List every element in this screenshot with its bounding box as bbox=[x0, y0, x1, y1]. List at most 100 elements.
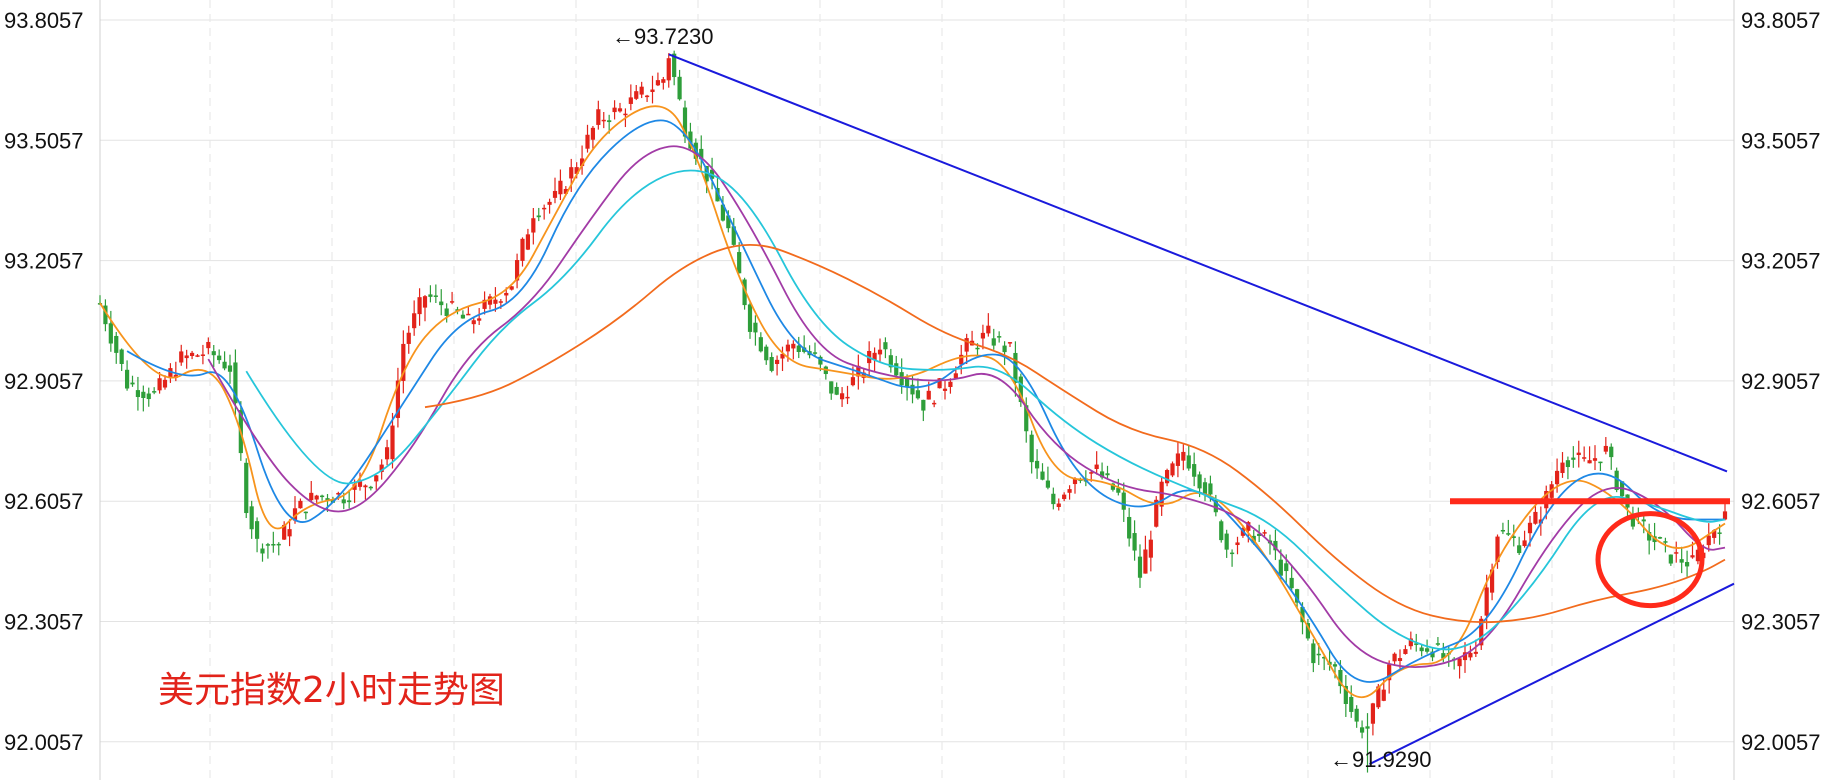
candle-down bbox=[130, 382, 135, 385]
candle-down bbox=[720, 204, 726, 221]
candle-up bbox=[639, 86, 644, 95]
candle-up bbox=[948, 381, 953, 388]
candle-down bbox=[1018, 376, 1023, 403]
candle-down bbox=[1641, 519, 1646, 522]
candle-up bbox=[514, 260, 520, 281]
candle-up bbox=[357, 481, 363, 487]
y-tick-label-right: 92.9057 bbox=[1741, 369, 1821, 394]
y-tick-label-right: 93.8057 bbox=[1741, 8, 1821, 33]
candle-down bbox=[812, 352, 818, 354]
candle-down bbox=[444, 308, 449, 316]
candle-up bbox=[1381, 689, 1386, 701]
candle-up bbox=[1587, 460, 1592, 464]
candle-down bbox=[1024, 405, 1029, 432]
candle-down bbox=[1332, 664, 1338, 667]
candle-up bbox=[791, 343, 796, 349]
candle-up bbox=[959, 354, 964, 365]
candle-up bbox=[1695, 549, 1701, 562]
candle-up bbox=[162, 379, 168, 388]
candle-down bbox=[1614, 470, 1619, 491]
candle-down bbox=[1034, 460, 1040, 469]
candle-up bbox=[964, 338, 969, 352]
candle-up bbox=[547, 201, 552, 205]
candle-down bbox=[758, 337, 763, 352]
candle-down bbox=[135, 390, 141, 398]
candle-down bbox=[460, 314, 466, 319]
candle-down bbox=[1506, 533, 1511, 535]
candle-down bbox=[747, 304, 753, 332]
candle-up bbox=[628, 97, 633, 104]
candle-up bbox=[845, 396, 850, 399]
candle-down bbox=[1099, 471, 1105, 478]
candle-up bbox=[877, 349, 883, 355]
candle-down bbox=[1430, 651, 1435, 658]
candle-up bbox=[932, 402, 937, 405]
candle-down bbox=[1663, 541, 1668, 543]
candle-down bbox=[119, 349, 124, 364]
candle-down bbox=[325, 498, 330, 501]
candle-up bbox=[601, 119, 606, 122]
candle-down bbox=[997, 336, 1002, 338]
candle-up bbox=[1387, 664, 1392, 681]
candle-up bbox=[1582, 457, 1587, 459]
candle-down bbox=[1132, 533, 1137, 551]
candle-up bbox=[1576, 452, 1581, 456]
candle-up bbox=[612, 107, 617, 113]
candle-down bbox=[1127, 516, 1132, 539]
candle-down bbox=[217, 355, 222, 361]
candle-up bbox=[531, 218, 536, 233]
candle-down bbox=[211, 351, 216, 356]
highlight-circle bbox=[1595, 511, 1705, 609]
candle-down bbox=[233, 362, 238, 404]
y-tick-label-left: 92.9057 bbox=[4, 369, 84, 394]
candle-down bbox=[883, 342, 888, 350]
candle-down bbox=[829, 381, 834, 394]
candle-down bbox=[152, 391, 157, 393]
candle-up bbox=[282, 524, 287, 540]
candle-up bbox=[1370, 703, 1376, 724]
candle-down bbox=[1224, 533, 1229, 550]
candle-down bbox=[1013, 352, 1018, 383]
candle-up bbox=[542, 207, 547, 210]
candle-up bbox=[1175, 453, 1181, 466]
candle-down bbox=[260, 548, 265, 554]
candle-down bbox=[428, 294, 433, 297]
candle-up bbox=[850, 377, 856, 386]
grid bbox=[99, 0, 1735, 780]
y-tick-label-right: 92.3057 bbox=[1741, 610, 1821, 635]
candle-up bbox=[179, 351, 184, 363]
candle-down bbox=[1500, 529, 1506, 532]
candle-up bbox=[552, 190, 558, 198]
candle-down bbox=[991, 338, 996, 346]
candle-down bbox=[1186, 455, 1191, 469]
candle-up bbox=[1479, 618, 1484, 646]
candle-down bbox=[818, 356, 823, 365]
candle-down bbox=[1565, 460, 1571, 468]
y-tick-label-right: 92.6057 bbox=[1741, 489, 1821, 514]
candle-up bbox=[1094, 464, 1099, 469]
candle-up bbox=[417, 297, 422, 315]
candle-up bbox=[1170, 463, 1175, 476]
moving-average-line-3 bbox=[207, 145, 1726, 668]
candle-up bbox=[1484, 587, 1489, 616]
candle-up bbox=[466, 313, 471, 316]
candle-up bbox=[309, 492, 314, 501]
candle-up bbox=[1007, 342, 1013, 344]
candle-up bbox=[168, 368, 173, 379]
candle-up bbox=[1062, 494, 1067, 500]
candle-down bbox=[1630, 516, 1636, 527]
support-trendline bbox=[1369, 582, 1735, 766]
candle-down bbox=[1116, 488, 1121, 493]
candle-down bbox=[1284, 563, 1289, 572]
candle-up bbox=[379, 464, 384, 473]
candle-up bbox=[1489, 569, 1495, 593]
candle-up bbox=[384, 447, 390, 460]
candle-down bbox=[1424, 648, 1430, 652]
candle-down bbox=[347, 500, 352, 503]
candle-down bbox=[1257, 533, 1262, 536]
candle-up bbox=[644, 95, 650, 98]
candle-down bbox=[1517, 545, 1522, 554]
candle-up bbox=[655, 80, 661, 86]
candle-down bbox=[1338, 669, 1343, 687]
high-annotation: ←93.7230 bbox=[612, 24, 714, 49]
